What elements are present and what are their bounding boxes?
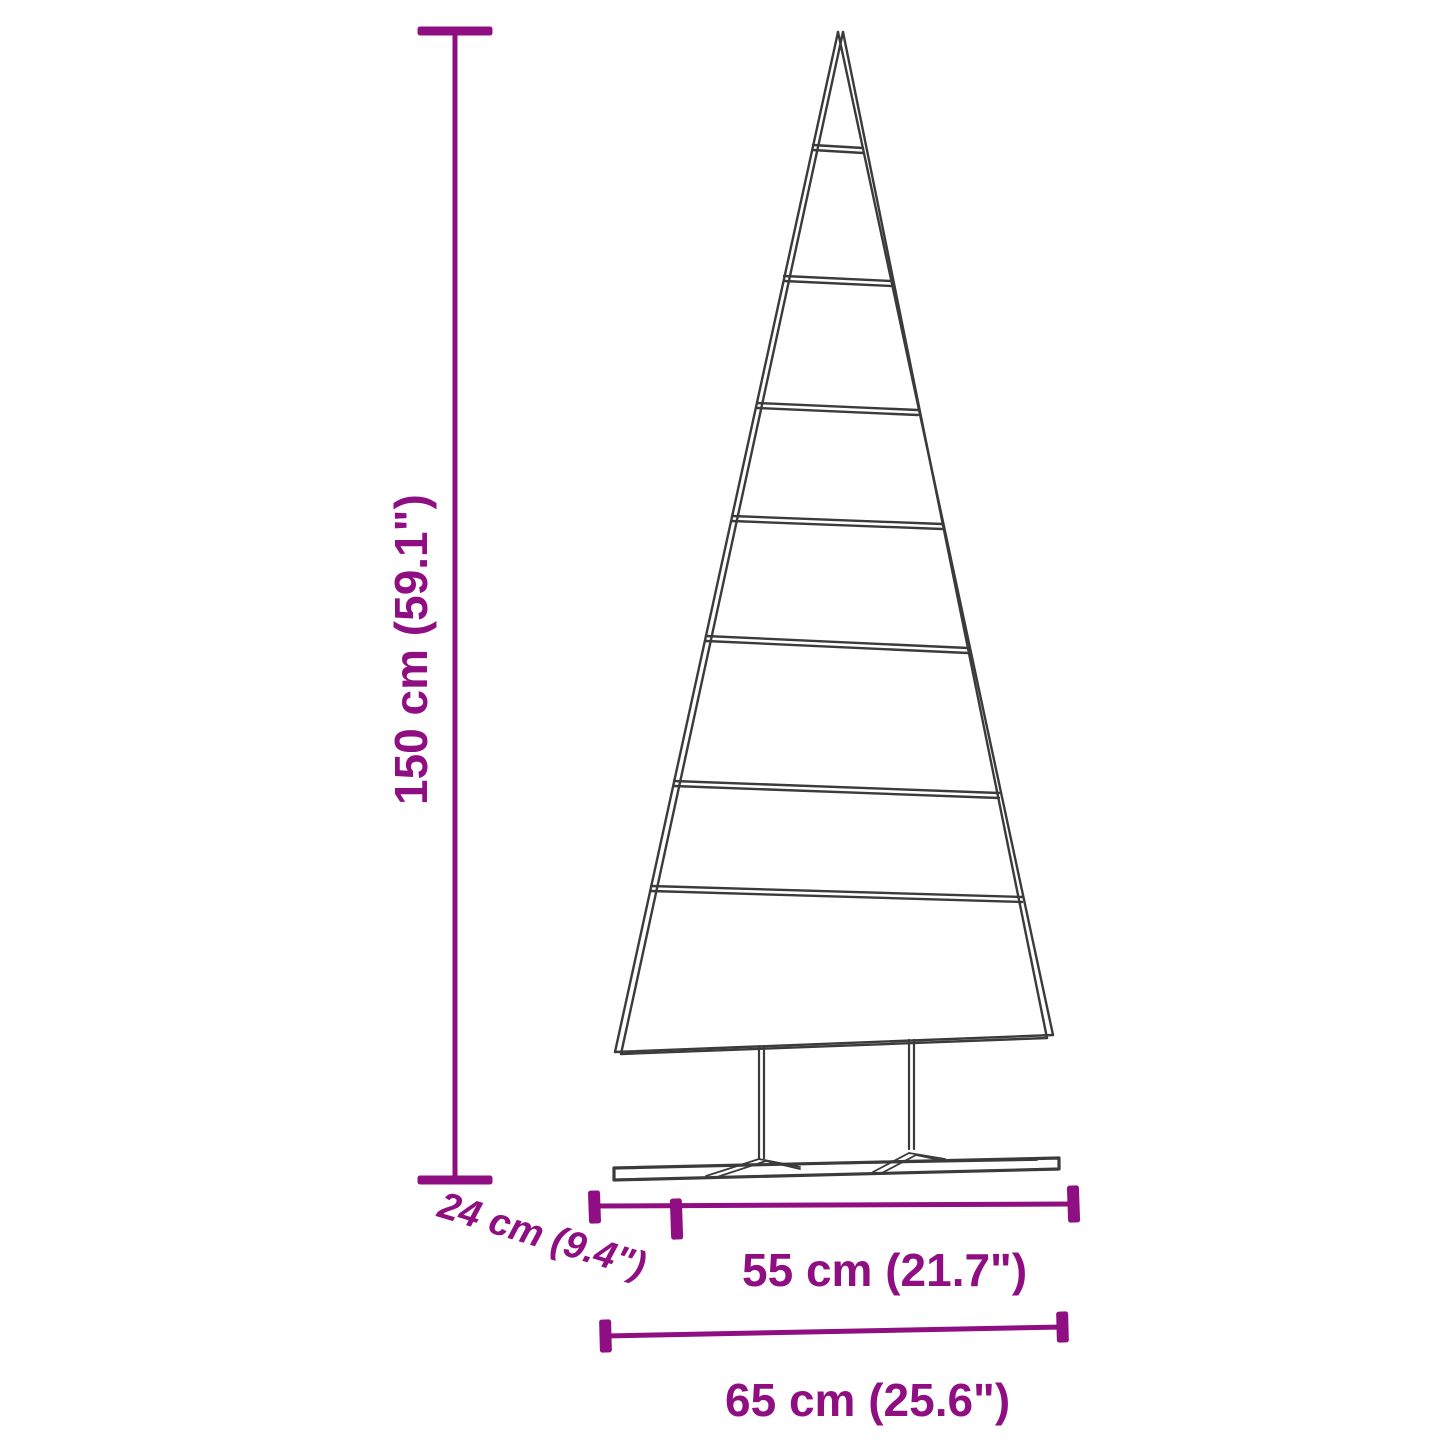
svg-text:150 cm (59.1"): 150 cm (59.1") — [385, 494, 437, 805]
svg-text:55 cm (21.7"): 55 cm (21.7") — [742, 1244, 1027, 1296]
svg-text:24 cm (9.4"): 24 cm (9.4") — [432, 1184, 650, 1287]
svg-text:65 cm (25.6"): 65 cm (25.6") — [725, 1374, 1010, 1426]
